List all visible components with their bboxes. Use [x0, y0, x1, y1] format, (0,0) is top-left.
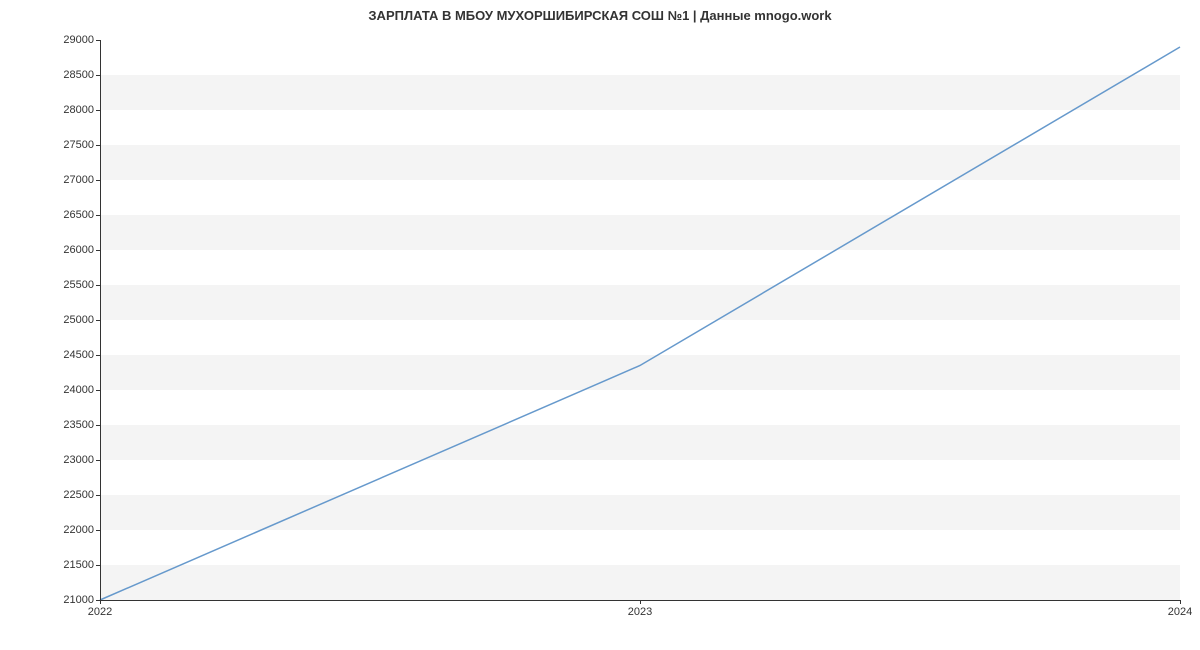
y-tick-label: 25000 — [63, 314, 94, 326]
y-tick-label: 25500 — [63, 279, 94, 291]
x-tick-label: 2024 — [1168, 606, 1192, 618]
y-tick-label: 21000 — [63, 594, 94, 606]
chart-line-layer — [100, 40, 1180, 600]
y-tick-label: 26000 — [63, 244, 94, 256]
y-tick-label: 26500 — [63, 209, 94, 221]
y-tick-label: 24000 — [63, 384, 94, 396]
y-tick-label: 28000 — [63, 104, 94, 116]
y-tick-label: 27500 — [63, 139, 94, 151]
chart-plot-area: 2100021500220002250023000235002400024500… — [100, 40, 1180, 600]
chart-title: ЗАРПЛАТА В МБОУ МУХОРШИБИРСКАЯ СОШ №1 | … — [0, 8, 1200, 23]
x-tick-label: 2022 — [88, 606, 112, 618]
y-tick-label: 23000 — [63, 454, 94, 466]
x-axis-line — [100, 600, 1180, 601]
y-tick-label: 23500 — [63, 419, 94, 431]
x-tick-mark — [1180, 600, 1181, 604]
x-tick-label: 2023 — [628, 606, 652, 618]
y-tick-label: 22000 — [63, 524, 94, 536]
y-tick-label: 29000 — [63, 34, 94, 46]
data-line — [100, 47, 1180, 600]
y-axis-line — [100, 40, 101, 600]
y-tick-label: 21500 — [63, 559, 94, 571]
y-tick-label: 27000 — [63, 174, 94, 186]
y-tick-label: 28500 — [63, 69, 94, 81]
y-tick-label: 24500 — [63, 349, 94, 361]
y-tick-label: 22500 — [63, 489, 94, 501]
